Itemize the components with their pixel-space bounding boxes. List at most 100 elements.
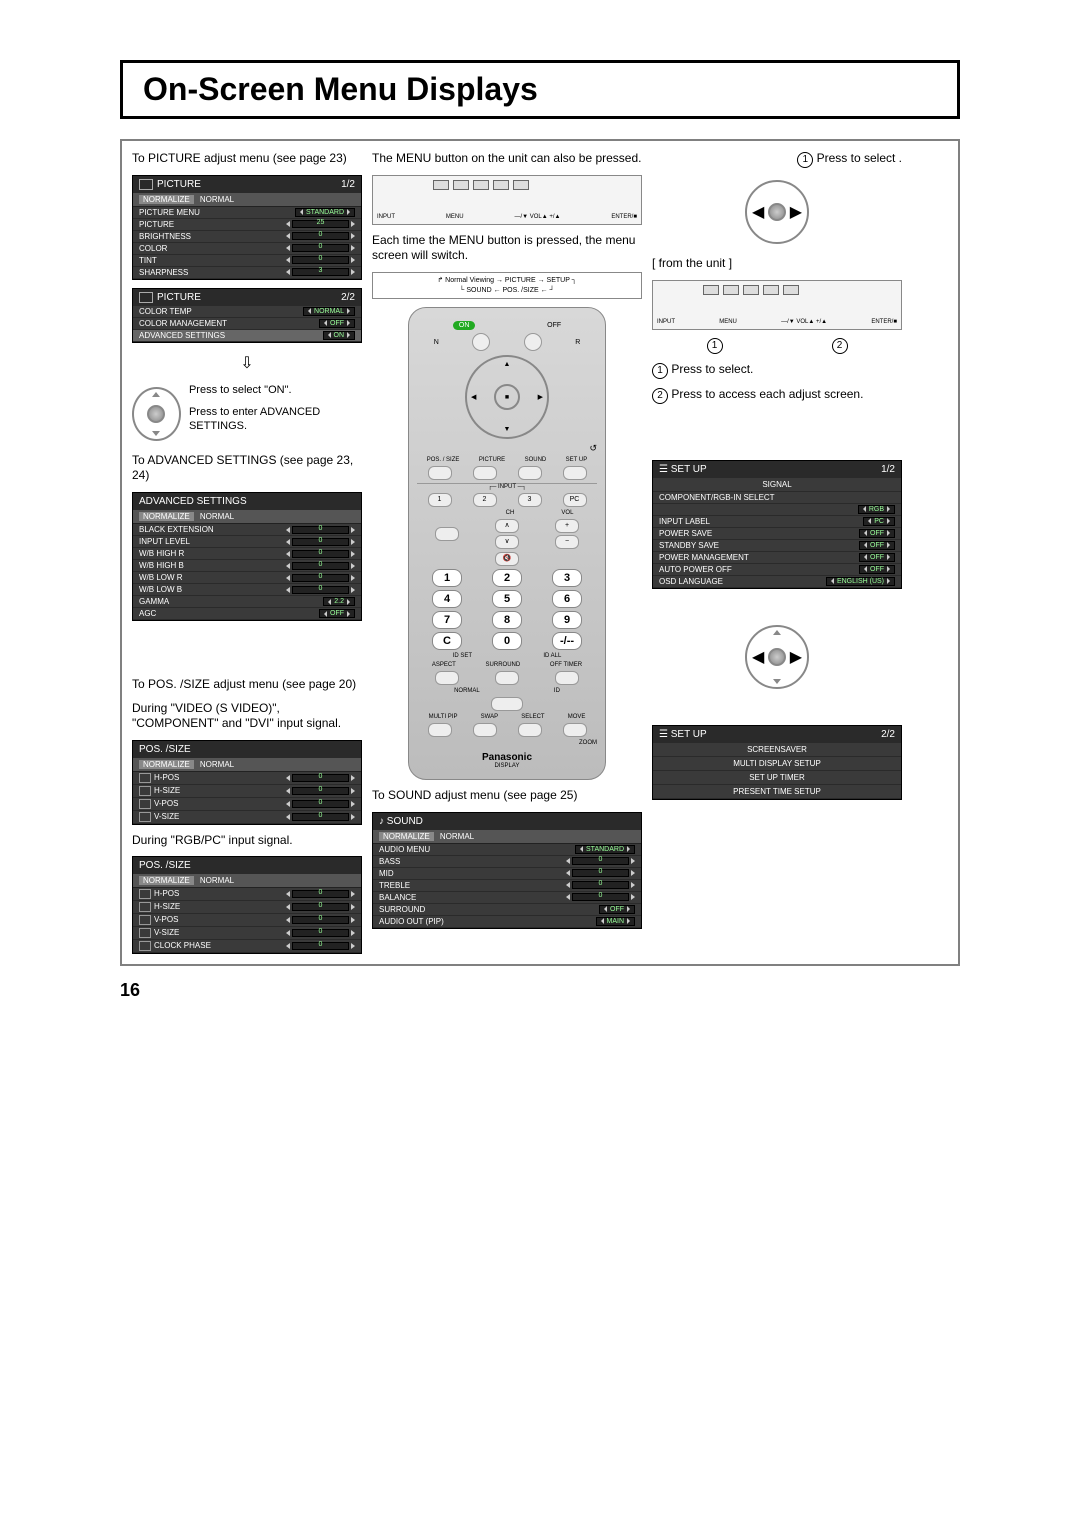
osd-rows: H-POS0H-SIZE0V-POS0V-SIZE0 (133, 772, 361, 824)
pill-value: OFF (599, 905, 635, 914)
osd-row: V-SIZE0 (133, 927, 361, 940)
slider: 0 (286, 232, 355, 240)
slider: 25 (286, 220, 355, 228)
unit-button[interactable] (743, 285, 759, 295)
osd-row: V-SIZE0 (133, 811, 361, 824)
remote-pip-button[interactable] (563, 723, 587, 737)
unit-button[interactable] (783, 285, 799, 295)
remote-label: SWAP (481, 714, 498, 720)
row-label: H-POS (139, 889, 179, 899)
remote-num-button[interactable]: 9 (552, 611, 582, 629)
remote-vol-down[interactable]: − (555, 535, 579, 549)
unit-label: —/▼ VOL▲ +/▲ (781, 319, 827, 325)
osd-row: V-POS0 (133, 914, 361, 927)
remote-num-button[interactable]: 6 (552, 590, 582, 608)
remote-num-button[interactable]: 4 (432, 590, 462, 608)
remote-input-cycle-button[interactable] (435, 527, 459, 541)
remote-button[interactable] (472, 333, 490, 351)
remote-mute-button[interactable]: 🔇 (495, 552, 519, 566)
row-label: COLOR MANAGEMENT (139, 319, 227, 328)
row-label: GAMMA (139, 597, 169, 606)
normalize-val: NORMAL (200, 876, 234, 885)
remote-menu-button[interactable] (518, 466, 542, 480)
row-label: ADVANCED SETTINGS (139, 331, 225, 340)
remote-input-button[interactable]: 1 (428, 493, 452, 507)
remote-menu-button[interactable] (428, 466, 452, 480)
remote-num-button[interactable]: 1 (432, 569, 462, 587)
remote-surround-button[interactable] (495, 671, 519, 685)
remote-num-button[interactable]: 3 (552, 569, 582, 587)
osd-rows: H-POS0H-SIZE0V-POS0V-SIZE0CLOCK PHASE0 (133, 888, 361, 953)
osd-row: W/B LOW R0 (133, 572, 361, 584)
osd-row: H-SIZE0 (133, 901, 361, 914)
normalize-row: NORMALIZE NORMAL (133, 510, 361, 524)
remote-vol-label: VOL (561, 510, 573, 516)
remote-num-button[interactable]: C (432, 632, 462, 650)
unit-button[interactable] (453, 180, 469, 190)
remote-normal-id-button[interactable] (491, 697, 523, 711)
row-label: BASS (379, 857, 400, 866)
unit-button[interactable] (473, 180, 489, 190)
remote-pip-button[interactable] (518, 723, 542, 737)
normalize-val: NORMAL (200, 512, 234, 521)
row-label: W/B LOW R (139, 573, 183, 582)
press-select-caption: 1 Press to select . (652, 151, 902, 168)
advanced-caption: To ADVANCED SETTINGS (see page 23, 24) (132, 453, 362, 484)
osd-row: AGCOFF (133, 608, 361, 620)
remote-input-button[interactable]: PC (563, 493, 587, 507)
unit-button[interactable] (703, 285, 719, 295)
osd-row: GAMMA2.2 (133, 596, 361, 608)
remote-num-button[interactable]: 0 (492, 632, 522, 650)
osd-row: COLOR TEMPNORMAL (133, 306, 361, 318)
osd-simple-row: PRESENT TIME SETUP (653, 785, 901, 799)
row-label: W/B LOW B (139, 585, 182, 594)
osd-row: BRIGHTNESS0 (133, 231, 361, 243)
row-icon (139, 786, 151, 796)
row-icon (139, 799, 151, 809)
remote-button[interactable] (524, 333, 542, 351)
osd-row: W/B HIGH B0 (133, 560, 361, 572)
remote-menu-button[interactable] (563, 466, 587, 480)
remote-input-button[interactable]: 3 (518, 493, 542, 507)
pos-caption: To POS. /SIZE adjust menu (see page 20) (132, 677, 362, 693)
remote-menu-button[interactable] (473, 466, 497, 480)
remote-nav-ring[interactable]: ▲ ▼ ◀ ▶ ■ (465, 355, 549, 439)
remote-ch-up[interactable]: ∧ (495, 519, 519, 533)
remote-num-button[interactable]: 2 (492, 569, 522, 587)
unit-button[interactable] (433, 180, 449, 190)
remote-on-button[interactable]: ON (453, 321, 476, 330)
osd-row: AUDIO OUT (PIP)MAIN (373, 916, 641, 928)
slider: 0 (286, 538, 355, 546)
normalize-row: NORMALIZE NORMAL (133, 874, 361, 888)
remote-pip-button[interactable] (428, 723, 452, 737)
unit-button[interactable] (723, 285, 739, 295)
remote-num-button[interactable]: 5 (492, 590, 522, 608)
remote-pip-button[interactable] (473, 723, 497, 737)
row-label: AGC (139, 609, 156, 618)
remote-vol-up[interactable]: + (555, 519, 579, 533)
pill-value: ON (323, 331, 356, 340)
row-label: INPUT LEVEL (139, 537, 190, 546)
nav-instruction-1: Press to select "ON". Press to enter ADV… (132, 383, 362, 445)
remote-num-button[interactable]: 7 (432, 611, 462, 629)
remote-center-button[interactable]: ■ (494, 384, 520, 410)
osd-row: AUDIO MENUSTANDARD (373, 844, 641, 856)
remote-ch-down[interactable]: ∨ (495, 535, 519, 549)
unit-button[interactable] (763, 285, 779, 295)
remote-strip-label: PICTURE (479, 457, 505, 463)
slider: 0 (566, 881, 635, 889)
osd-row: W/B HIGH R0 (133, 548, 361, 560)
remote-num-button[interactable]: -/-- (552, 632, 582, 650)
remote-input-button[interactable]: 2 (473, 493, 497, 507)
flow-line-1: Normal Viewing → PICTURE → SETUP (445, 277, 570, 284)
unit-button[interactable] (513, 180, 529, 190)
remote-offtimer-button[interactable] (555, 671, 579, 685)
osd-setup-2: ☰ SET UP 2/2 SCREENSAVERMULTI DISPLAY SE… (652, 725, 902, 800)
unit-button[interactable] (493, 180, 509, 190)
osd-row: POWER MANAGEMENTOFF (653, 552, 901, 564)
remote-num-button[interactable]: 8 (492, 611, 522, 629)
slider: 0 (286, 550, 355, 558)
remote-aspect-button[interactable] (435, 671, 459, 685)
osd-page: 2/2 (341, 292, 355, 303)
row-value: RGB (869, 506, 884, 513)
